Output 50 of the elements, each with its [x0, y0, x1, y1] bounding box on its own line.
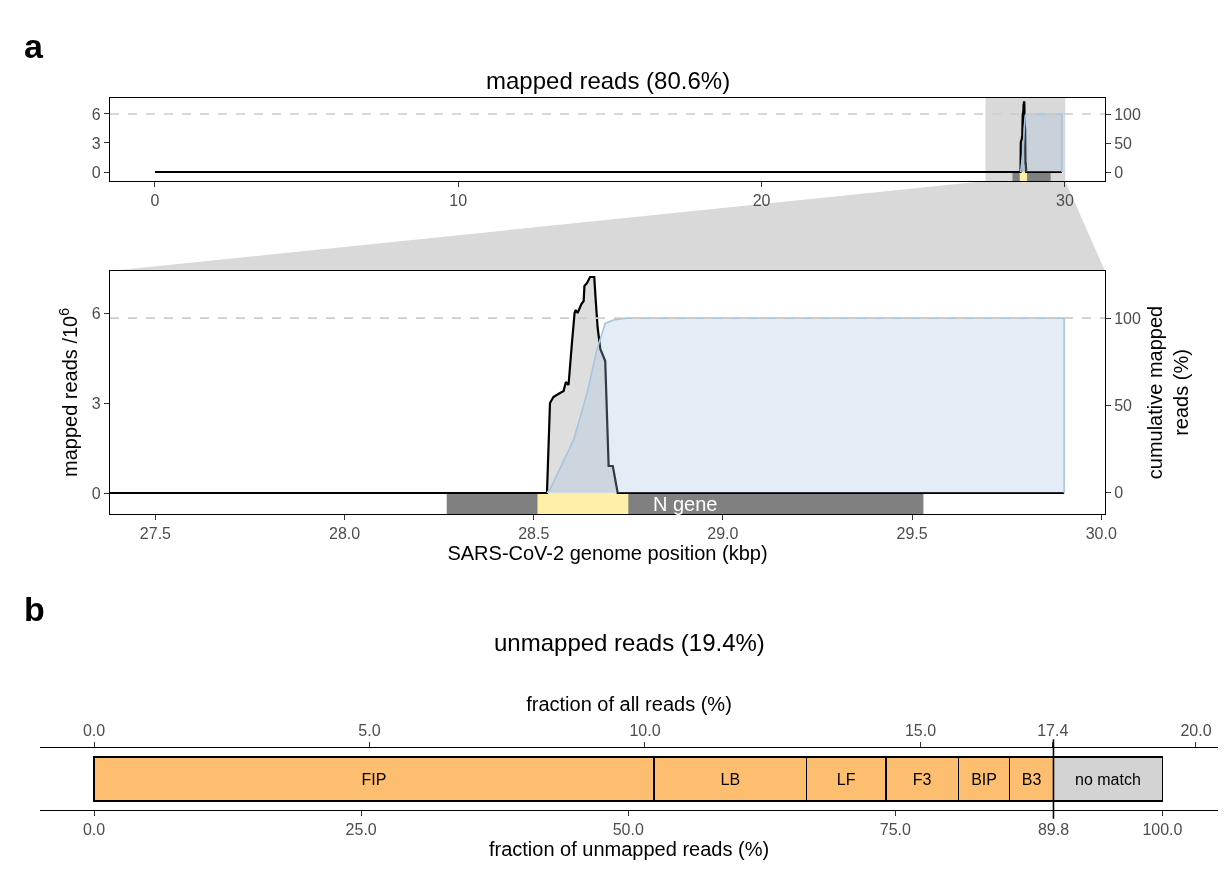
text: a [24, 27, 44, 65]
x-tick-label: 28.0 [328, 525, 361, 543]
x2-tick-label: 15.0 [904, 721, 937, 739]
x2-tick-label: 20.0 [1180, 721, 1212, 739]
series-label: FIP [361, 770, 387, 788]
x-tick-label: 50.0 [612, 821, 644, 839]
y2-tick-label: 100 [1114, 309, 1141, 327]
series-label: F3 [912, 770, 932, 788]
x-tick-label: 100.0 [1142, 821, 1183, 839]
chart-title: mapped reads (80.6%) [486, 67, 731, 94]
x2-tick-label: 10.0 [629, 721, 661, 739]
x-tick-label: 0 [150, 192, 160, 210]
y2-tick-label: 0 [1114, 163, 1124, 181]
x-tick-label: 20 [752, 192, 771, 210]
x-tick-label: 29.5 [896, 525, 928, 543]
y-tick-label: 6 [91, 105, 101, 123]
y-tick-label: 3 [91, 134, 101, 152]
series-label: LB [720, 770, 741, 788]
y2-tick-label: 0 [1114, 484, 1124, 502]
band-label: N gene [653, 493, 718, 515]
y2-tick-label: 50 [1114, 397, 1133, 415]
x-tick-label: 29.0 [707, 525, 739, 543]
x2-tick-label: 17.4 [1037, 721, 1069, 739]
x-tick-label: 89.8 [1037, 821, 1070, 839]
x-tick-label: 10 [449, 192, 468, 210]
series-label: BIP [971, 770, 997, 788]
y-tick-label: 6 [91, 304, 101, 322]
y-tick-label: 0 [91, 163, 101, 181]
x2-tick-label: 0.0 [82, 721, 106, 739]
series-label: no match [1075, 770, 1141, 788]
x-tick-label: 0.0 [82, 821, 106, 839]
x-tick-label: 25.0 [345, 821, 377, 839]
y2-axis-title: cumulative mapped reads (%) [1144, 305, 1193, 480]
y-tick-label: 3 [91, 394, 101, 412]
series-label: B3 [1021, 770, 1042, 788]
chart-title: unmapped reads (19.4%) [494, 629, 765, 656]
x-axis-title: fraction of unmapped reads (%) [488, 838, 770, 861]
x-tick-label: 75.0 [879, 821, 912, 839]
series-label: LF [836, 770, 856, 788]
x-tick-label: 30 [1056, 192, 1074, 210]
y-tick-label: 0 [91, 484, 101, 502]
y2-tick-label: 50 [1114, 134, 1133, 152]
x-tick-label: 30.0 [1085, 525, 1117, 543]
y2-tick-label: 100 [1114, 105, 1141, 123]
x2-tick-label: 5.0 [358, 721, 381, 739]
text: b [24, 590, 45, 628]
x-tick-label: 27.5 [139, 525, 172, 543]
x-tick-label: 28.5 [518, 525, 550, 543]
x-axis-title: SARS-CoV-2 genome position (kbp) [447, 542, 768, 565]
x2-axis-title: fraction of all reads (%) [526, 693, 732, 715]
